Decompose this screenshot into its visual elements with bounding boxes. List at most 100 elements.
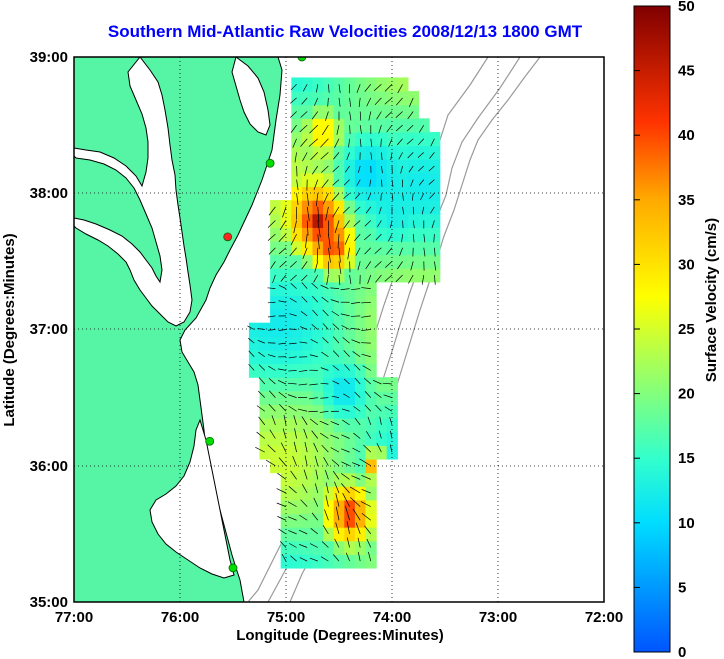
velocity-vector [299,341,308,344]
velocity-cell [333,186,345,201]
velocity-cell [344,499,356,515]
velocity-cell [291,390,303,406]
velocity-cell [291,513,303,528]
velocity-vector [309,354,318,358]
velocity-cell [323,322,335,337]
velocity-cell [291,213,303,228]
velocity-vector [370,152,373,160]
velocity-vector [288,486,297,494]
velocity-vector [386,247,393,255]
velocity-cell [376,213,388,228]
velocity-vector [410,261,414,271]
velocity-vector [343,220,350,229]
velocity-vector [395,274,403,283]
velocity-cell [323,540,335,555]
velocity-vector [331,395,340,398]
velocity-vector [282,428,287,439]
velocity-vector [347,247,350,260]
y-tick-labels: 39:00 38:00 37:00 36:00 35:00 [30,49,68,611]
velocity-cell [259,377,271,392]
velocity-cell [376,268,388,283]
velocity-vector [310,152,319,161]
velocity-vector [358,165,361,173]
velocity-vector [342,337,350,344]
velocity-cell [407,131,420,147]
colorbar-tick-label: 5 [678,579,686,596]
velocity-vector [349,125,351,135]
velocity-cell [344,390,356,406]
velocity-cell [429,172,441,188]
velocity-vector [407,111,414,120]
velocity-cell [365,554,377,569]
velocity-vector [341,434,350,439]
velocity-cell [354,554,367,569]
velocity-vector [399,247,403,257]
velocity-cell [312,472,324,487]
velocity-cell [280,513,292,528]
velocity-cell [333,322,345,337]
velocity-vector [315,469,319,480]
velocity-vector [418,165,425,172]
velocity-vector [267,354,276,358]
velocity-cell [365,472,377,487]
velocity-cell [259,445,271,460]
velocity-cell [301,404,314,419]
velocity-vector [289,247,297,257]
velocity-vector [406,138,414,145]
velocity-cell [365,295,377,310]
x-tick-label: 73:00 [479,609,517,626]
velocity-cell [407,104,420,119]
velocity-vector [341,483,350,494]
velocity-cell [376,390,388,406]
velocity-cell [344,295,356,310]
velocity-vector [358,97,361,108]
velocity-cell [280,240,292,256]
velocity-cell [397,240,409,256]
velocity-cell [333,200,345,215]
velocity-cell [312,363,324,378]
velocity-cell [418,118,430,133]
velocity-vector [348,138,350,148]
velocity-vector [357,537,361,548]
velocity-vector [354,391,361,398]
velocity-vector [294,428,297,439]
velocity-cell [354,159,367,174]
velocity-vector [357,551,361,562]
velocity-cell [270,254,282,269]
velocity-vector [321,444,329,453]
velocity-vector [332,323,340,330]
velocity-cell [259,363,271,378]
velocity-cell [354,458,367,474]
velocity-cell [301,309,314,324]
colorbar-tick-label: 25 [678,321,695,338]
grid-lines [74,57,604,602]
velocity-vector [271,415,276,425]
velocity-vector [268,206,276,216]
velocity-vector [378,125,382,134]
velocity-vector [320,152,329,160]
velocity-vector [320,138,329,148]
velocity-cell [291,281,303,297]
velocity-cell [397,268,409,283]
velocity-vector [362,365,371,371]
velocity-vector [276,488,287,494]
velocity-vector [346,521,350,534]
velocity-cell [386,431,398,446]
velocity-vector [266,459,276,467]
velocity-cell [333,390,345,406]
velocity-vector [328,84,330,93]
velocity-vector [278,247,287,255]
velocity-cell [354,445,367,460]
velocity-vector [320,284,329,289]
velocity-cell [354,186,367,201]
velocity-vector [355,247,361,256]
velocity-vector [268,247,276,255]
velocity-vector [282,206,287,218]
velocity-vector [433,234,435,243]
velocity-vector [314,97,319,106]
velocity-cell [376,91,388,106]
velocity-cell [386,227,398,242]
velocity-vector [287,394,297,398]
velocity-cell [270,458,282,474]
